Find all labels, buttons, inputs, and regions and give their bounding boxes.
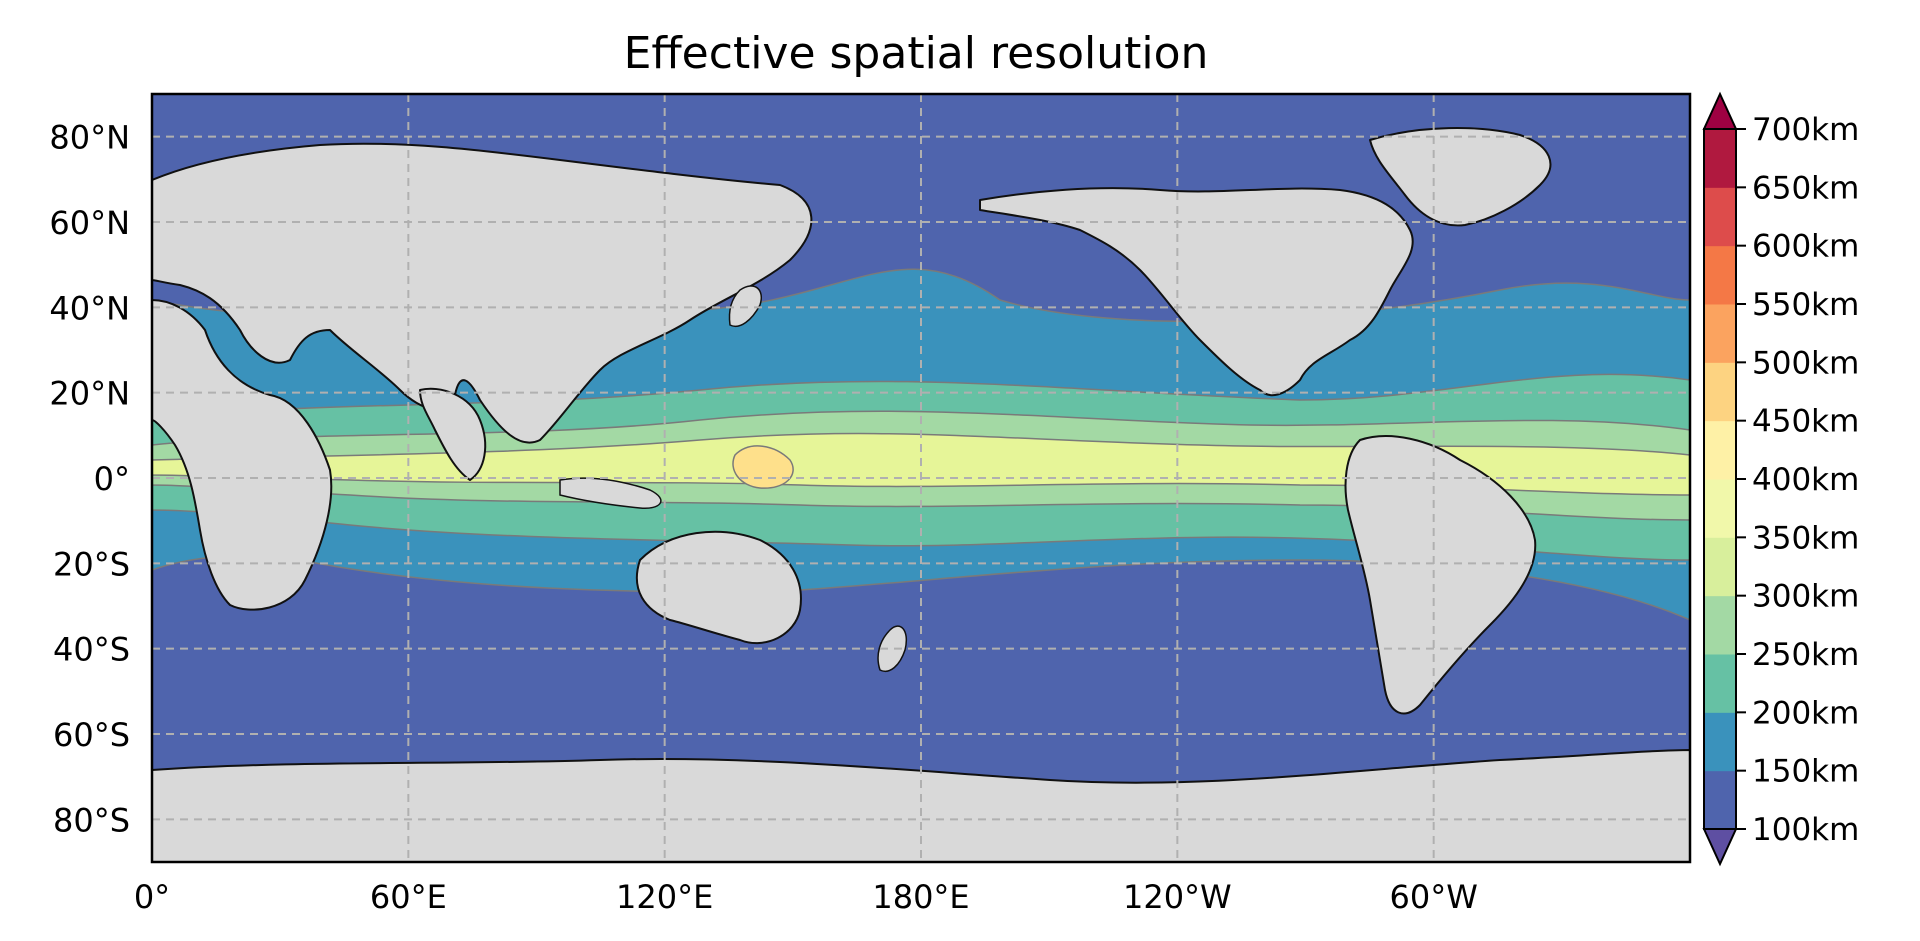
map-frame bbox=[150, 92, 1692, 864]
colorbar-segment bbox=[1704, 654, 1736, 713]
map-title: Effective spatial resolution bbox=[624, 28, 1209, 79]
lon-tick-label: 60°W bbox=[1389, 878, 1477, 916]
latitude-axis: 80°N 60°N 40°N 20°N 0° 20°S 40°S 60°S 80°S bbox=[49, 119, 130, 840]
colorbar-segment bbox=[1704, 595, 1736, 655]
colorbar-segment bbox=[1704, 712, 1736, 772]
lat-tick-label: 80°S bbox=[53, 801, 130, 839]
colorbar-tick-label: 500km bbox=[1752, 345, 1859, 381]
lat-tick-label: 40°S bbox=[53, 631, 130, 669]
colorbar-segment bbox=[1704, 479, 1736, 538]
colorbar-tick-label: 650km bbox=[1752, 170, 1859, 206]
colorbar-segment bbox=[1704, 304, 1736, 363]
colorbar-tick-label: 150km bbox=[1752, 754, 1859, 790]
colorbar-tick-label: 350km bbox=[1752, 520, 1859, 556]
lon-tick-label: 0° bbox=[134, 878, 170, 916]
land-africa-eurasia bbox=[152, 142, 813, 611]
colorbar-tick-label: 450km bbox=[1752, 404, 1859, 440]
lon-tick-label: 60°E bbox=[370, 878, 447, 916]
land-north-america bbox=[979, 187, 1414, 397]
land-indonesia bbox=[559, 477, 662, 509]
lat-tick-label: 20°S bbox=[53, 545, 130, 583]
colorbar-segment bbox=[1704, 537, 1736, 597]
colorbar-segment bbox=[1704, 420, 1736, 480]
colorbar-tick-label: 600km bbox=[1752, 229, 1859, 265]
lon-tick-label: 180°E bbox=[872, 878, 969, 916]
colorbar-tick-label: 400km bbox=[1752, 462, 1859, 498]
colorbar-segment bbox=[1704, 129, 1736, 188]
lon-tick-label: 120°W bbox=[1123, 878, 1232, 916]
land-greenland bbox=[1369, 127, 1552, 227]
colorbar-extend-high bbox=[1702, 91, 1738, 130]
colorbar-tick-label: 700km bbox=[1752, 112, 1859, 148]
land-india bbox=[419, 387, 487, 481]
colorbar-tick-label: 250km bbox=[1752, 637, 1859, 673]
lat-tick-label: 60°N bbox=[49, 204, 130, 242]
islands bbox=[559, 285, 907, 672]
lat-tick-label: 60°S bbox=[53, 716, 130, 754]
colorbar-tick-label: 300km bbox=[1752, 579, 1859, 615]
colorbar-tick-label: 550km bbox=[1752, 287, 1859, 323]
land-new-zealand bbox=[877, 625, 907, 672]
lat-tick-label: 20°N bbox=[49, 375, 130, 413]
colorbar-segment bbox=[1704, 187, 1736, 247]
lat-tick-label: 0° bbox=[94, 460, 130, 498]
land-masses bbox=[152, 127, 1690, 862]
colorbar: 100km 150km 200km 250km 300km 350km 400km 450km… bbox=[1702, 91, 1859, 867]
land-japan bbox=[728, 285, 762, 327]
lat-tick-label: 80°N bbox=[49, 119, 130, 157]
lat-tick-label: 40°N bbox=[49, 289, 130, 327]
lon-tick-label: 120°E bbox=[616, 878, 713, 916]
graticule bbox=[152, 94, 1690, 862]
longitude-axis: 0° 60°E 120°E 180°E 120°W 60°W bbox=[134, 878, 1478, 916]
colorbar-segment bbox=[1704, 770, 1736, 830]
colorbar-segment bbox=[1704, 362, 1736, 422]
colorbar-segment bbox=[1704, 245, 1736, 305]
colorbar-tick-label: 200km bbox=[1752, 695, 1859, 731]
colorbar-extend-low bbox=[1702, 828, 1738, 867]
colorbar-tick-label: 100km bbox=[1752, 812, 1859, 848]
land-antarctica bbox=[152, 749, 1690, 862]
